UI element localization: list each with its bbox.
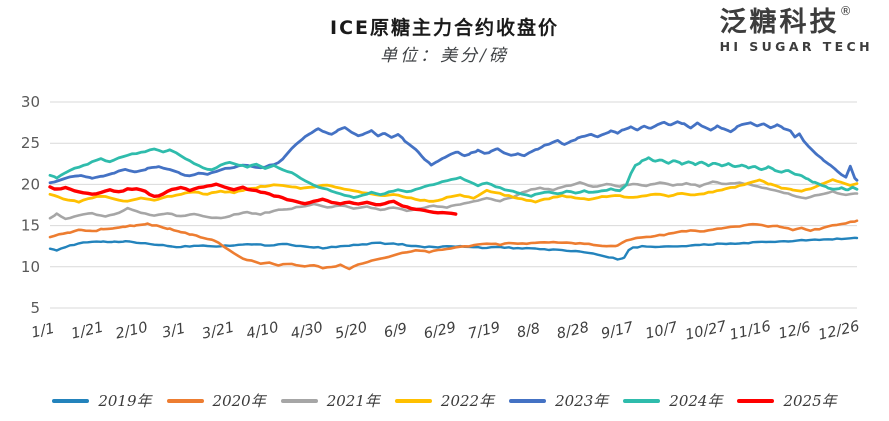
y-tick-label: 5 xyxy=(30,299,40,317)
x-tick-label: 9/17 xyxy=(600,319,636,342)
x-tick-label: 12/6 xyxy=(777,320,812,343)
legend-item-2021年[interactable]: 2021年 xyxy=(280,390,380,411)
brand-name: 泛糖科技 xyxy=(719,7,840,38)
legend-swatch-icon xyxy=(280,398,318,403)
x-axis-labels: 1/1 1/21 2/10 3/1 3/21 4/10 4/30 5/20 6/9 6/29 7/1… xyxy=(30,318,861,343)
series-line-2020年 xyxy=(48,219,859,271)
legend-label: 2024年 xyxy=(669,392,723,410)
legend-item-2020年[interactable]: 2020年 xyxy=(166,390,266,411)
legend-item-2024年[interactable]: 2024年 xyxy=(623,390,722,411)
legend-item-2022年[interactable]: 2022年 xyxy=(394,390,495,411)
x-tick-label: 8/28 xyxy=(555,320,590,343)
series-line-2022年 xyxy=(48,178,859,204)
series-line-2025年 xyxy=(48,182,458,216)
legend-label: 2019年 xyxy=(98,392,152,410)
legend-item-2019年[interactable]: 2019年 xyxy=(52,390,152,411)
x-tick-label: 4/10 xyxy=(245,320,280,343)
x-tick-label: 3/21 xyxy=(201,320,236,343)
series-line-2024年 xyxy=(48,147,859,200)
x-tick-label: 10/7 xyxy=(644,319,680,342)
legend-item-2025年[interactable]: 2025年 xyxy=(737,390,837,411)
x-tick-label: 3/1 xyxy=(161,321,187,342)
x-tick-label: 11/16 xyxy=(728,319,772,344)
y-tick-label: 15 xyxy=(21,217,40,235)
x-tick-label: 10/27 xyxy=(684,318,729,343)
series-line-2023年 xyxy=(48,120,859,185)
series-line-2019年 xyxy=(48,236,859,261)
x-tick-label: 2/10 xyxy=(114,320,149,343)
brand-tagline: HI SUGAR TECH xyxy=(719,39,873,55)
legend-swatch-icon xyxy=(623,398,661,403)
legend-label: 2023年 xyxy=(555,392,609,410)
y-tick-label: 25 xyxy=(21,134,40,152)
legend-item-2023年[interactable]: 2023年 xyxy=(509,390,608,411)
series-line-2021年 xyxy=(48,180,859,221)
x-tick-label: 5/20 xyxy=(334,320,369,343)
legend-swatch-icon xyxy=(166,398,204,403)
y-tick-label: 10 xyxy=(21,258,40,276)
legend-label: 2022年 xyxy=(440,392,495,410)
legend-swatch-icon xyxy=(737,398,775,403)
x-tick-label: 1/1 xyxy=(30,321,56,342)
y-tick-label: 30 xyxy=(21,93,40,111)
chart-unit-label: 单位：美分/磅 xyxy=(380,46,509,66)
x-tick-label: 12/26 xyxy=(817,319,861,344)
y-axis-labels: 5 10 15 20 25 30 xyxy=(21,93,40,317)
y-tick-label: 20 xyxy=(21,175,40,193)
series-lines xyxy=(48,120,859,271)
legend-label: 2021年 xyxy=(326,392,380,410)
chart-legend: 2019年 2020年 2021年 2022年 2023年 2024年 2025年 xyxy=(0,390,889,411)
x-tick-label: 1/21 xyxy=(70,320,105,343)
legend-swatch-icon xyxy=(52,398,90,403)
x-tick-label: 6/9 xyxy=(382,321,408,342)
x-tick-label: 6/29 xyxy=(422,320,457,343)
legend-label: 2020年 xyxy=(212,392,266,410)
brand-logo: 泛糖科技® HI SUGAR TECH xyxy=(719,5,873,55)
legend-swatch-icon xyxy=(509,398,547,403)
registered-trademark-icon: ® xyxy=(839,4,852,18)
x-tick-label: 4/30 xyxy=(289,320,324,343)
chart-title: ICE原糖主力合约收盘价 xyxy=(330,17,559,39)
x-tick-label: 7/19 xyxy=(467,320,502,343)
legend-swatch-icon xyxy=(394,398,432,403)
legend-label: 2025年 xyxy=(783,392,837,410)
x-tick-label: 8/8 xyxy=(515,321,541,342)
